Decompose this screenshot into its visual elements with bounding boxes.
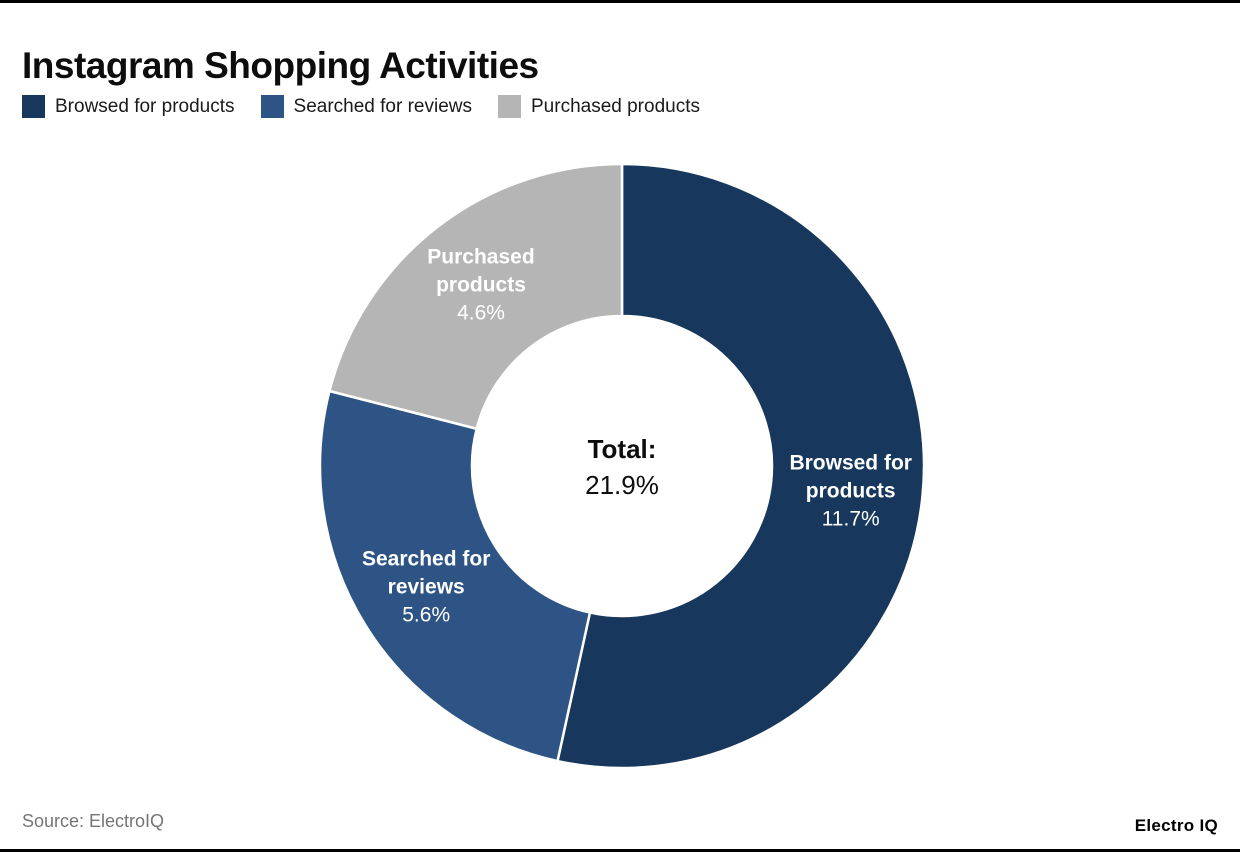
slice-label-1-line-1: reviews xyxy=(388,576,465,599)
center-total-value: 21.9% xyxy=(585,470,659,500)
legend-item-purchased: Purchased products xyxy=(498,95,700,118)
legend-item-searched: Searched for reviews xyxy=(260,95,472,118)
legend-label-searched: Searched for reviews xyxy=(293,95,472,117)
legend-swatch-purchased xyxy=(498,95,521,118)
center-total-label: Total: xyxy=(588,434,657,464)
slice-label-0-line-2: 11.7% xyxy=(822,508,880,531)
slice-label-0-line-0: Browsed for xyxy=(789,452,912,475)
pie-slice-0 xyxy=(556,162,926,770)
legend-swatch-browsed xyxy=(22,95,45,118)
legend-label-purchased: Purchased products xyxy=(531,95,700,117)
top-border xyxy=(0,0,1240,3)
slice-label-0-line-1: products xyxy=(806,480,896,503)
brand-logo: Electro IQ xyxy=(1134,816,1218,835)
pie-slice-2 xyxy=(328,162,624,430)
legend-item-browsed: Browsed for products xyxy=(22,95,235,118)
legend-label-browsed: Browsed for products xyxy=(55,95,235,117)
slice-label-1-line-2: 5.6% xyxy=(402,604,450,627)
pie-slice-1 xyxy=(318,389,592,763)
legend: Browsed for products Searched for review… xyxy=(22,95,700,118)
legend-swatch-searched xyxy=(260,95,284,118)
slice-label-2-line-1: products xyxy=(436,273,526,296)
source-text: Source: ElectroIQ xyxy=(22,811,165,831)
bottom-border xyxy=(0,849,1240,852)
page-title: Instagram Shopping Activities xyxy=(22,44,539,86)
slice-label-2-line-0: Purchased xyxy=(427,245,534,268)
slice-label-1-line-0: Searched for xyxy=(362,548,490,571)
slice-label-2-line-2: 4.6% xyxy=(457,301,505,324)
